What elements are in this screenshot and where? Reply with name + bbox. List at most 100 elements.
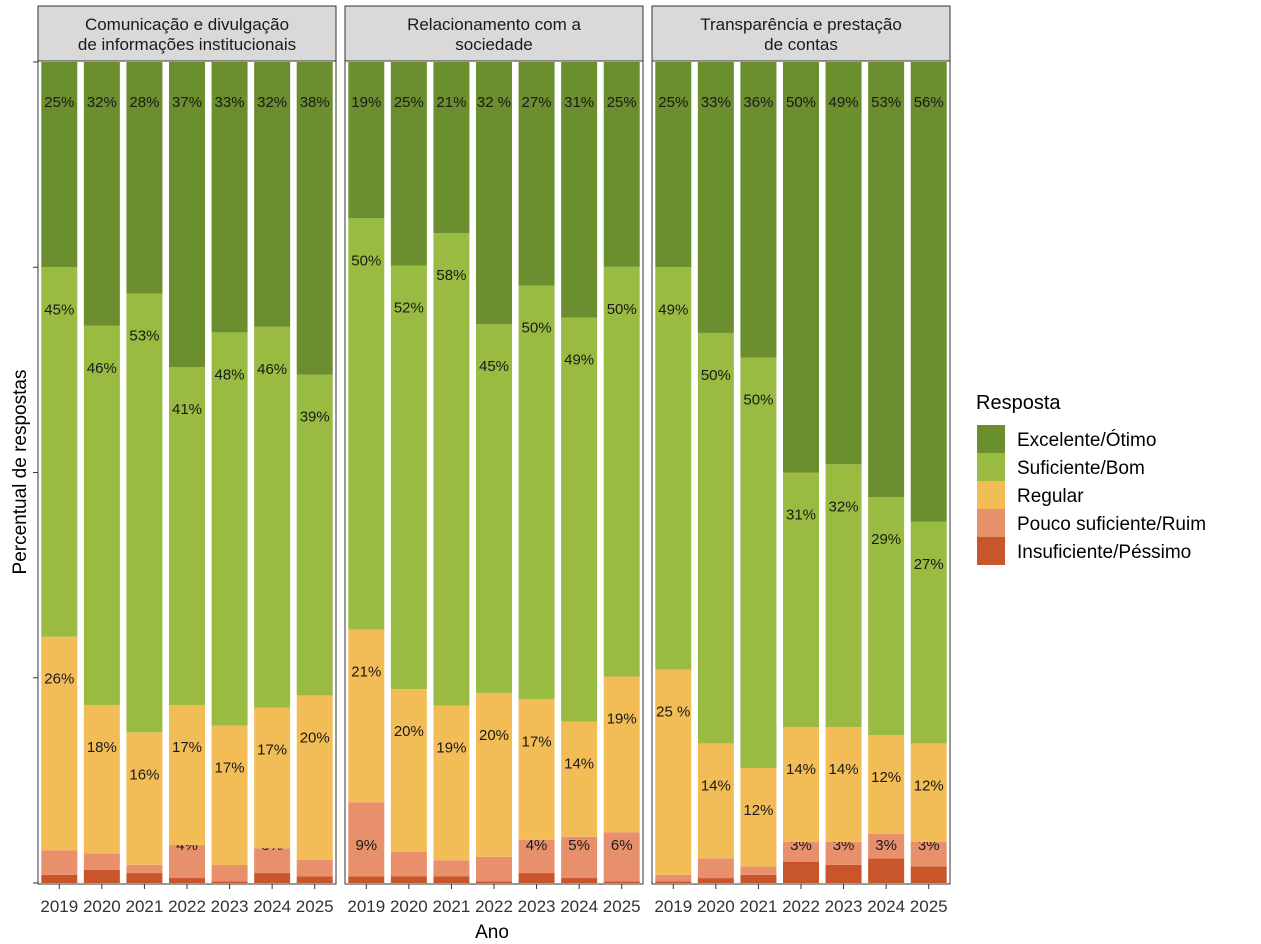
data-label-excelente-otimo-2022: 50% (786, 94, 816, 111)
bar-excelente-otimo-2025 (296, 62, 333, 375)
x-tick-label-2025: 2025 (296, 897, 334, 916)
bar-pouco-suficiente-ruim-2023 (211, 864, 248, 882)
bar-pouco-suficiente-ruim-2022 (783, 841, 819, 862)
bar-insuficiente-pessimo-2020 (697, 878, 734, 883)
data-label-excelente-otimo-2019: 25% (658, 94, 688, 111)
data-label-excelente-otimo-2020: 32% (87, 94, 117, 111)
bar-pouco-suficiente-ruim-2025 (603, 832, 640, 882)
bar-insuficiente-pessimo-2019 (41, 874, 78, 883)
bar-regular-2023 (518, 699, 555, 840)
x-axis-title: Ano (475, 922, 509, 943)
bar-regular-2022 (783, 727, 819, 842)
bar-regular-2023 (825, 727, 862, 842)
data-label-suficiente-bom-2024: 29% (871, 531, 901, 548)
bar-insuficiente-pessimo-2025 (296, 876, 333, 883)
data-label-regular-2019: 25 % (656, 704, 690, 721)
bar-suficiente-bom-2021 (126, 293, 163, 733)
bar-pouco-suficiente-ruim-2019 (348, 802, 385, 877)
bar-regular-2022 (169, 704, 205, 846)
data-label-excelente-otimo-2023: 27% (522, 94, 552, 111)
bar-insuficiente-pessimo-2021 (126, 873, 163, 883)
bar-excelente-otimo-2023 (211, 62, 248, 333)
data-label-suficiente-bom-2024: 49% (564, 352, 594, 369)
x-tick-label-2024: 2024 (253, 897, 291, 916)
panel-title-line-2: sociedade (455, 35, 533, 54)
data-label-regular-2020: 14% (701, 777, 731, 794)
x-tick-label-2020: 2020 (83, 897, 121, 916)
bar-suficiente-bom-2022 (476, 324, 512, 693)
bar-regular-2023 (211, 725, 248, 865)
panel-title-line-1: Comunicação e divulgação (85, 15, 289, 34)
bar-insuficiente-pessimo-2019 (655, 881, 692, 883)
data-label-regular-2021: 16% (129, 766, 159, 783)
data-label-suficiente-bom-2021: 50% (743, 392, 773, 409)
x-tick-label-2023: 2023 (825, 897, 863, 916)
bar-excelente-otimo-2023 (518, 62, 555, 286)
bar-pouco-suficiente-ruim-2024 (561, 836, 598, 879)
panel-strip (651, 5, 951, 62)
bar-suficiente-bom-2025 (910, 521, 947, 744)
bar-suficiente-bom-2019 (348, 218, 385, 630)
data-label-suficiente-bom-2020: 52% (394, 300, 424, 317)
data-label-regular-2022: 20% (479, 727, 509, 744)
bar-excelente-otimo-2025 (910, 62, 947, 522)
bar-suficiente-bom-2023 (211, 332, 248, 726)
bar-insuficiente-pessimo-2021 (433, 876, 470, 883)
legend-label-regular: Regular (1017, 486, 1084, 507)
bar-pouco-suficiente-ruim-2022 (476, 856, 512, 882)
data-label-suficiente-bom-2025: 27% (914, 556, 944, 573)
bar-insuficiente-pessimo-2025 (603, 881, 640, 883)
bar-excelente-otimo-2020 (697, 62, 734, 333)
data-label-excelente-otimo-2020: 25% (394, 94, 424, 111)
bar-suficiente-bom-2024 (561, 317, 598, 722)
panel-strip (344, 5, 644, 62)
bar-pouco-suficiente-ruim-2021 (433, 860, 470, 877)
bar-pouco-suficiente-ruim-2019 (41, 850, 78, 875)
data-label-suficiente-bom-2021: 58% (436, 267, 466, 284)
data-label-suficiente-bom-2022: 31% (786, 507, 816, 524)
bar-excelente-otimo-2020 (390, 62, 427, 266)
data-label-regular-2021: 19% (436, 739, 466, 756)
legend-swatch-insuficiente-pessimo (977, 537, 1005, 565)
x-tick-label-2023: 2023 (518, 897, 556, 916)
bar-insuficiente-pessimo-2024 (868, 858, 905, 883)
data-label-excelente-otimo-2021: 36% (743, 94, 773, 111)
bar-insuficiente-pessimo-2022 (169, 878, 205, 883)
x-tick-label-2022: 2022 (168, 897, 206, 916)
bar-insuficiente-pessimo-2020 (83, 869, 120, 883)
bar-suficiente-bom-2024 (868, 497, 905, 736)
bar-regular-2025 (603, 676, 640, 833)
bar-excelente-otimo-2025 (603, 62, 640, 267)
legend-swatch-pouco-suficiente-ruim (977, 509, 1005, 537)
x-tick-label-2024: 2024 (867, 897, 905, 916)
data-label-regular-2023: 17% (522, 733, 552, 750)
bar-regular-2025 (296, 695, 333, 860)
legend-label-suficiente-bom: Suficiente/Bom (1017, 458, 1145, 479)
x-tick-label-2021: 2021 (126, 897, 164, 916)
data-label-excelente-otimo-2025: 38% (300, 94, 330, 111)
bar-suficiente-bom-2024 (254, 326, 291, 708)
bar-excelente-otimo-2022 (169, 62, 205, 367)
bar-regular-2019 (348, 629, 385, 803)
x-tick-label-2023: 2023 (211, 897, 249, 916)
data-label-excelente-otimo-2019: 19% (351, 94, 381, 111)
bar-excelente-otimo-2020 (83, 62, 120, 326)
bar-suficiente-bom-2023 (825, 464, 862, 728)
bar-excelente-otimo-2021 (740, 62, 777, 358)
bar-regular-2025 (910, 743, 947, 842)
bar-excelente-otimo-2022 (783, 62, 819, 473)
data-label-suficiente-bom-2020: 50% (701, 367, 731, 384)
bar-suficiente-bom-2022 (169, 366, 205, 705)
x-tick-label-2021: 2021 (740, 897, 778, 916)
x-tick-label-2020: 2020 (390, 897, 428, 916)
bar-pouco-suficiente-ruim-2022 (169, 845, 205, 879)
bar-pouco-suficiente-ruim-2023 (825, 841, 862, 865)
bar-suficiente-bom-2020 (83, 325, 120, 705)
bar-insuficiente-pessimo-2020 (390, 876, 427, 883)
bar-regular-2020 (83, 704, 120, 854)
legend-label-excelente-otimo: Excelente/Ótimo (1017, 429, 1156, 451)
data-label-excelente-otimo-2024: 53% (871, 94, 901, 111)
data-label-regular-2019: 26% (44, 671, 74, 688)
x-tick-label-2019: 2019 (347, 897, 385, 916)
